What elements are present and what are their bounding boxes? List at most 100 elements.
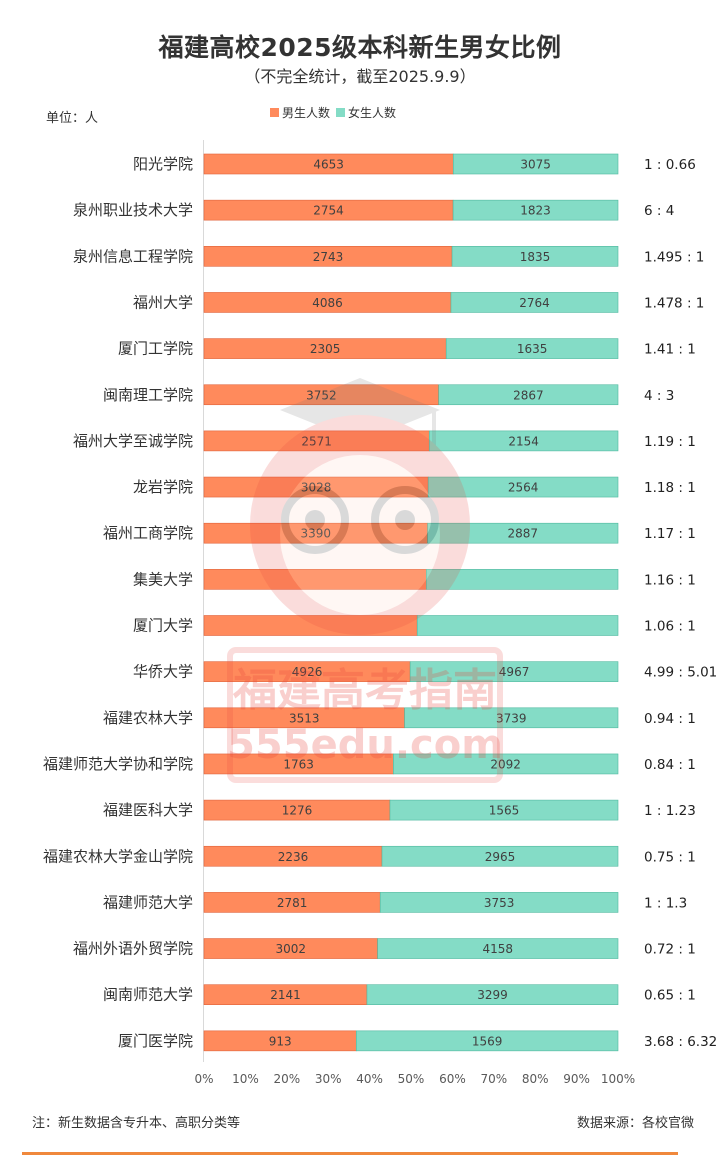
ratio-label: 1 : 1.3	[644, 895, 687, 911]
ratio-label: 1.495 : 1	[644, 249, 704, 265]
ratio-label: 0.84 : 1	[644, 757, 696, 773]
legend-label-female: 女生人数	[348, 106, 397, 120]
data-label-female: 2764	[519, 296, 550, 310]
legend-item-female: 女生人数	[336, 104, 396, 121]
data-label-male: 3390	[301, 527, 332, 541]
x-tick-label: 50%	[398, 1072, 425, 1086]
x-tick-label: 30%	[315, 1072, 342, 1086]
data-label-male: 3513	[289, 711, 320, 725]
legend-swatch-female	[336, 108, 346, 117]
bar-female	[366, 984, 619, 1006]
data-label-female: 3075	[520, 158, 551, 172]
x-tick-label: 20%	[273, 1072, 300, 1086]
category-label: 泉州信息工程学院	[73, 247, 193, 265]
ratio-label: 4.99 : 5.01	[644, 665, 717, 681]
x-tick-label: 70%	[480, 1072, 507, 1086]
ratio-label: 1.17 : 1	[644, 526, 696, 542]
ratio-label: 0.72 : 1	[644, 942, 696, 958]
data-label-male: 1276	[282, 804, 313, 818]
category-label: 福州外语外贸学院	[73, 940, 193, 958]
bar-female	[377, 938, 619, 959]
bar-female	[409, 661, 619, 682]
data-label-female: 1569	[472, 1034, 503, 1048]
data-label-female: 3299	[477, 988, 508, 1002]
data-label-male: 2781	[277, 896, 308, 910]
legend: 男生人数 女生人数	[270, 104, 402, 121]
legend-swatch-male	[270, 108, 279, 117]
category-label: 闽南师范大学	[103, 986, 193, 1004]
ratio-label: 1.16 : 1	[644, 572, 696, 588]
category-label: 福建师范大学	[103, 893, 193, 911]
data-label-female: 1635	[517, 342, 548, 356]
x-tick-label: 40%	[356, 1072, 383, 1086]
data-label-male: 3028	[301, 481, 332, 495]
bar-female	[428, 430, 619, 452]
unit-label: 单位：人	[46, 111, 99, 126]
data-label-male: 3752	[306, 388, 337, 402]
category-label: 厦门大学	[133, 617, 193, 635]
x-tick-label: 10%	[232, 1072, 259, 1086]
ratio-label: 3.68 : 6.32	[644, 1034, 717, 1050]
category-label: 福州大学至诚学院	[73, 432, 193, 450]
bar-female	[450, 292, 619, 313]
footnote: 注：新生数据含专升本、高职分类等	[32, 1116, 241, 1131]
data-label-female: 2887	[508, 527, 539, 541]
ratio-label: 4 : 3	[644, 388, 674, 404]
data-label-female: 1565	[489, 804, 520, 818]
chart-title: 福建高校2025级本科新生男女比例	[158, 33, 562, 62]
data-label-male: 2754	[313, 204, 344, 218]
stacked-bar-chart: 阳光学院 4653 3075 1 : 0.66 泉州职业技术大学 2754 1823 6 : …	[43, 140, 717, 1086]
bar-female	[427, 476, 619, 498]
bar-female	[427, 522, 619, 544]
bar-female	[355, 1030, 619, 1052]
ratio-label: 1 : 0.66	[644, 157, 696, 173]
data-label-female: 2092	[490, 757, 521, 771]
x-tick-label: 90%	[563, 1072, 590, 1086]
x-tick-label: 0%	[194, 1072, 213, 1086]
category-label: 泉州职业技术大学	[73, 201, 193, 219]
category-label: 福州大学	[133, 293, 193, 311]
data-label-female: 3753	[484, 896, 515, 910]
bar-female	[381, 845, 619, 867]
category-label: 龙岩学院	[133, 478, 193, 496]
data-label-male: 1763	[283, 757, 314, 771]
bar-female	[389, 799, 619, 821]
data-label-female: 3739	[496, 711, 527, 725]
bar-female	[445, 338, 619, 359]
category-label: 福建师范大学协和学院	[43, 755, 193, 773]
x-tick-label: 80%	[522, 1072, 549, 1086]
ratio-label: 1.18 : 1	[644, 480, 696, 496]
data-label-male: 2305	[310, 342, 341, 356]
data-label-male: 2743	[313, 250, 344, 264]
data-label-male: 3002	[276, 942, 307, 956]
data-label-male: 2571	[301, 434, 332, 448]
data-label-male: 913	[269, 1034, 292, 1048]
bar-female	[416, 615, 619, 636]
category-label: 福建医科大学	[103, 801, 193, 819]
data-label-female: 2154	[508, 434, 539, 448]
ratio-label: 1.478 : 1	[644, 295, 704, 311]
category-label: 福建农林大学金山学院	[43, 847, 193, 865]
bar-female	[452, 199, 619, 221]
bar-female	[393, 753, 619, 775]
category-label: 福州工商学院	[103, 524, 193, 542]
data-label-female: 4158	[483, 942, 514, 956]
ratio-label: 1 : 1.23	[644, 803, 696, 819]
ratio-label: 1.06 : 1	[644, 619, 696, 635]
ratio-label: 1.19 : 1	[644, 434, 696, 450]
data-label-male: 4086	[312, 296, 343, 310]
data-label-male: 2236	[278, 850, 309, 864]
data-label-female: 1835	[520, 250, 551, 264]
category-label: 厦门医学院	[118, 1032, 193, 1050]
ratio-label: 0.65 : 1	[644, 988, 696, 1004]
data-label-female: 1823	[520, 204, 551, 218]
bar-female	[379, 892, 619, 913]
data-label-female: 2564	[508, 481, 539, 495]
legend-label-male: 男生人数	[282, 106, 331, 120]
category-label: 厦门工学院	[118, 340, 193, 358]
bar-female	[452, 153, 619, 175]
data-label-male: 4926	[292, 665, 323, 679]
bar-male	[203, 615, 418, 636]
ratio-label: 0.94 : 1	[644, 711, 696, 727]
bottom-divider	[22, 1152, 678, 1155]
